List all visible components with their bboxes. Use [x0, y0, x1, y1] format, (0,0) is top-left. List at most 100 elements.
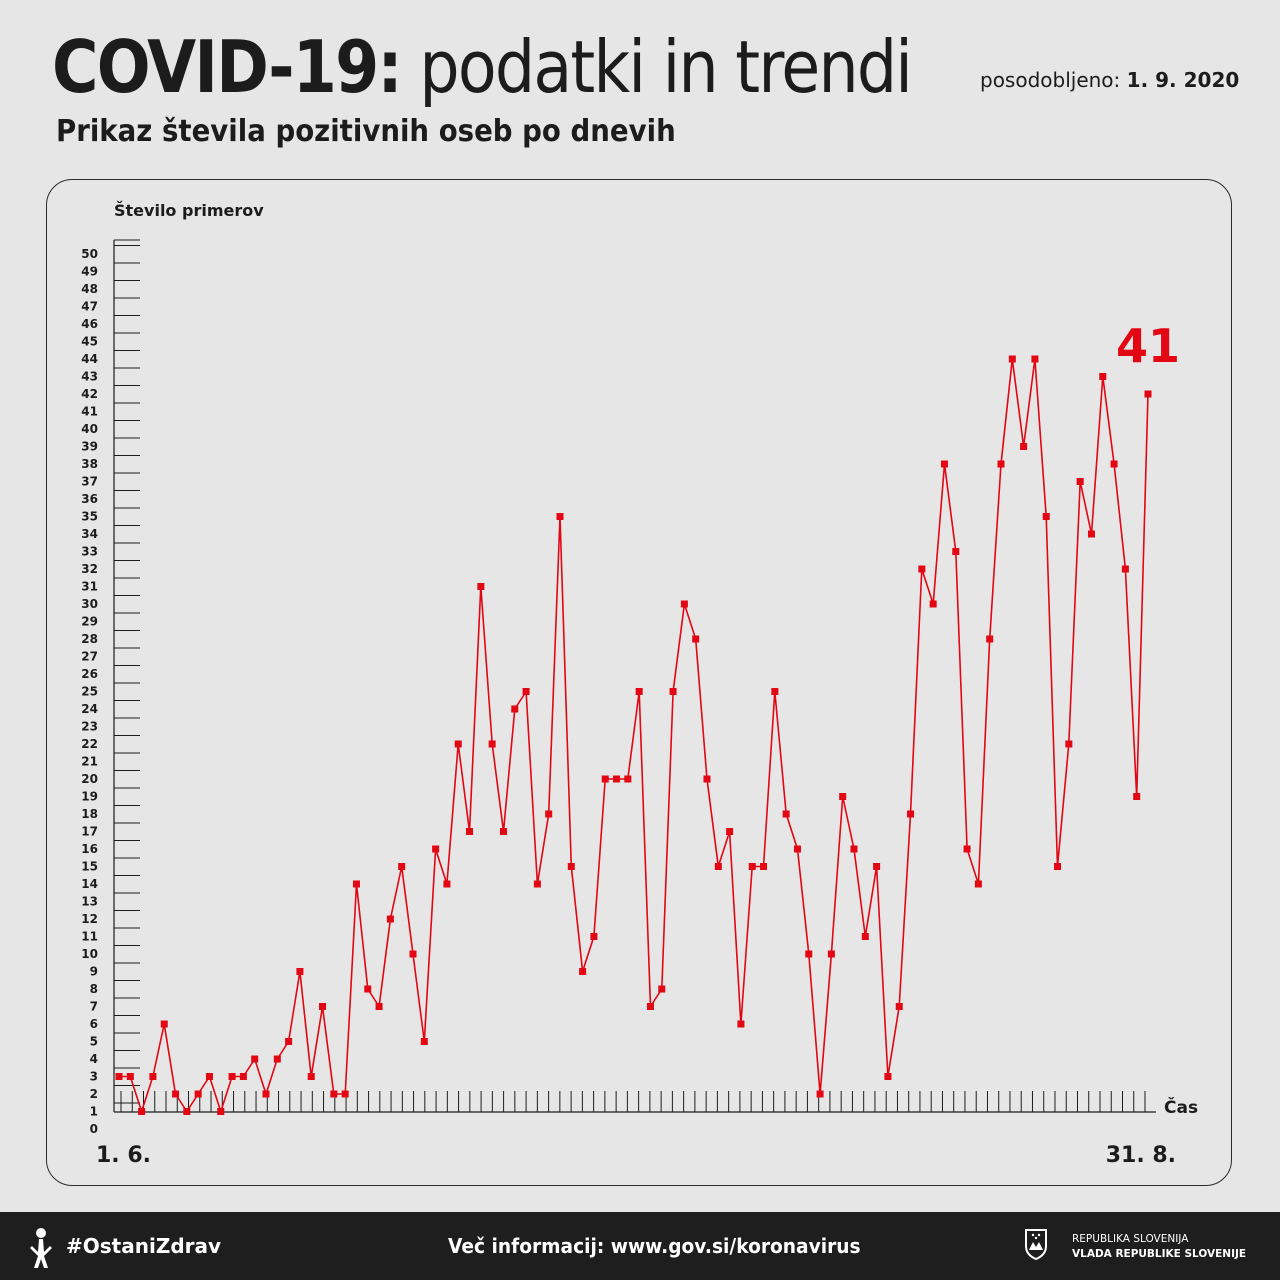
data-point	[952, 548, 960, 555]
data-point	[918, 565, 926, 573]
data-point	[228, 1073, 236, 1080]
data-point	[929, 600, 937, 608]
data-point	[432, 845, 440, 853]
data-point	[138, 1108, 146, 1115]
data-point	[307, 1073, 315, 1080]
y-tick-label: 37	[81, 475, 98, 489]
data-point	[726, 828, 734, 835]
data-point	[194, 1090, 202, 1098]
data-point	[499, 828, 507, 835]
data-point	[296, 968, 304, 975]
y-tick-label: 40	[81, 422, 98, 436]
data-point	[805, 950, 813, 958]
y-tick-label: 0	[90, 1122, 98, 1136]
data-point	[1031, 355, 1039, 363]
data-point	[771, 688, 779, 695]
data-point	[273, 1055, 281, 1063]
y-tick-label: 5	[90, 1035, 98, 1049]
data-point	[420, 1038, 428, 1045]
updated-date: posodobljeno: 1. 9. 2020	[980, 68, 1239, 92]
data-point	[737, 1020, 745, 1028]
data-point	[454, 740, 462, 748]
data-point	[183, 1108, 191, 1115]
y-axis-label: Število primerov	[114, 201, 264, 220]
y-tick-label: 43	[81, 370, 98, 384]
data-point	[1110, 460, 1118, 468]
y-tick-label: 28	[81, 632, 98, 646]
data-point	[907, 810, 915, 818]
data-point	[341, 1090, 349, 1098]
y-tick-label: 3	[90, 1070, 98, 1084]
y-tick-label: 13	[81, 895, 98, 909]
y-tick-label: 22	[81, 737, 98, 751]
y-tick-label: 9	[90, 965, 98, 979]
data-point	[1133, 793, 1141, 800]
y-tick-label: 15	[81, 860, 98, 874]
data-point	[115, 1073, 123, 1080]
data-point	[839, 793, 847, 800]
y-tick-label: 8	[90, 982, 98, 996]
data-point	[1076, 478, 1084, 485]
data-point	[466, 828, 474, 835]
y-tick-label: 42	[81, 387, 98, 401]
updated-value: 1. 9. 2020	[1126, 68, 1240, 92]
y-tick-label: 38	[81, 457, 98, 471]
data-point	[398, 863, 406, 870]
data-point	[522, 688, 530, 695]
y-tick-label: 29	[81, 615, 98, 629]
data-point	[760, 863, 768, 870]
y-tick-label: 48	[81, 282, 98, 296]
y-tick-label: 18	[81, 807, 98, 821]
data-point	[873, 863, 881, 870]
y-tick-label: 46	[81, 317, 98, 331]
data-point	[567, 863, 575, 870]
y-tick-label: 49	[81, 265, 98, 279]
data-point	[364, 985, 372, 993]
data-point	[126, 1073, 134, 1080]
data-point	[1087, 530, 1095, 538]
data-point	[1099, 373, 1107, 380]
chart-panel	[46, 179, 1232, 1186]
data-point	[793, 845, 801, 853]
data-point	[375, 1003, 383, 1010]
data-point	[782, 810, 790, 818]
data-point	[613, 775, 621, 783]
data-point	[205, 1073, 213, 1080]
data-point	[556, 513, 564, 520]
data-point	[940, 460, 948, 468]
y-tick-label: 25	[81, 685, 98, 699]
data-point	[703, 775, 711, 783]
data-point	[1020, 443, 1028, 450]
data-point	[533, 880, 541, 888]
y-tick-label: 2	[90, 1087, 98, 1101]
data-point	[963, 845, 971, 853]
data-point	[714, 863, 722, 870]
y-tick-label: 4	[90, 1052, 98, 1066]
page-title: COVID-19: podatki in trendi	[52, 22, 1232, 112]
y-tick-label: 39	[81, 440, 98, 454]
data-point	[590, 933, 598, 940]
data-point	[443, 880, 451, 888]
y-tick-label: 35	[81, 510, 98, 524]
x-axis-label: Čas	[1164, 1096, 1198, 1118]
subtitle: Prikaz števila pozitivnih oseb po dnevih	[56, 114, 676, 149]
x-end-label: 31. 8.	[1106, 1143, 1176, 1168]
y-tick-label: 11	[81, 930, 98, 944]
footer: #OstaniZdrav Več informacij: www.gov.si/…	[0, 1212, 1280, 1280]
data-point	[816, 1090, 824, 1098]
data-point	[409, 950, 417, 958]
y-tick-label: 20	[81, 772, 98, 786]
data-point	[884, 1073, 892, 1080]
latest-value: 41	[1116, 319, 1180, 373]
data-point	[1008, 355, 1016, 363]
more-info-link[interactable]: Več informacij: www.gov.si/koronavirus	[448, 1234, 861, 1258]
title-text: COVID-19: podatki in trendi	[52, 22, 913, 112]
data-point	[319, 1003, 327, 1010]
data-point	[172, 1090, 180, 1098]
y-tick-label: 17	[81, 825, 98, 839]
data-point	[262, 1090, 270, 1098]
data-point	[579, 968, 587, 975]
org-line-1: REPUBLIKA SLOVENIJA	[1072, 1233, 1189, 1245]
y-tick-label: 21	[81, 755, 98, 769]
series-line	[119, 358, 1149, 1113]
